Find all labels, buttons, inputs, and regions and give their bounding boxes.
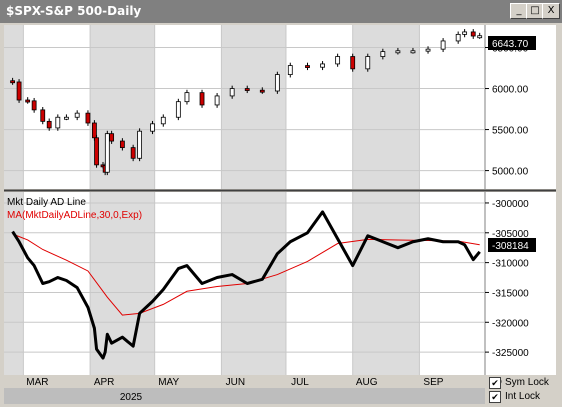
month-label: JUL [291, 377, 309, 388]
candle [40, 109, 46, 122]
candle [229, 88, 235, 97]
month-label: JUN [226, 377, 245, 388]
candle [305, 65, 310, 68]
candle [320, 63, 325, 68]
int-lock-label: Int Lock [505, 391, 541, 402]
candle [440, 40, 446, 50]
candle [74, 112, 80, 118]
candle [425, 48, 431, 52]
candle [175, 101, 181, 118]
month-label: MAY [158, 377, 179, 388]
ad-last-value: -308184 [492, 241, 529, 252]
candle [244, 88, 250, 91]
candle [462, 31, 468, 35]
candle [55, 116, 61, 129]
price-tick-label: 6000.00 [492, 85, 529, 96]
month-shade [4, 25, 24, 189]
month-shade [221, 192, 286, 375]
month-shade [352, 25, 420, 189]
close-button[interactable]: X [542, 3, 560, 19]
price-axis [485, 25, 556, 189]
month-label: MAR [26, 377, 48, 388]
price-last-value-marker: 6643.70 [488, 36, 536, 50]
candle [16, 81, 22, 101]
candle [10, 80, 16, 84]
candle [119, 140, 125, 149]
candle [184, 92, 190, 103]
ad-tick-label: -300000 [492, 199, 529, 210]
candle [395, 50, 401, 54]
candle [46, 120, 52, 129]
sym-lock-label: Sym Lock [505, 377, 549, 388]
window-title: $SPX-S&P 500-Daily [6, 4, 142, 18]
price-tick-label: 5500.00 [492, 126, 529, 137]
ma-line [12, 233, 480, 316]
month-label: SEP [423, 377, 443, 388]
ad-tick-label: -305000 [492, 229, 529, 240]
int-lock-checkbox[interactable]: ✔ [489, 391, 501, 403]
candle [137, 130, 143, 159]
ma-label: MA(MktDailyADLine,30,0,Exp) [7, 210, 142, 221]
sym-lock-checkbox[interactable]: ✔ [489, 377, 501, 389]
candle [410, 50, 416, 54]
ad-tick-label: -325000 [492, 348, 529, 359]
indicator-axis [485, 192, 556, 375]
candle [274, 74, 280, 92]
candle [287, 65, 293, 75]
candle [259, 89, 265, 93]
candle [85, 112, 91, 124]
candle [214, 95, 220, 106]
candle [199, 92, 205, 106]
candle [160, 116, 166, 125]
title-bar[interactable]: $SPX-S&P 500-Daily _ □ X [0, 0, 562, 23]
candle [380, 51, 386, 57]
date-axis [4, 375, 485, 388]
candle [470, 31, 476, 37]
price-tick-label: 5000.00 [492, 167, 529, 178]
candle [365, 56, 371, 70]
year-label: 2025 [120, 392, 143, 403]
indicator-label: Mkt Daily AD Line [7, 197, 86, 208]
candle [94, 137, 99, 166]
ad-line [11, 210, 481, 360]
price-last-value: 6643.70 [492, 39, 529, 50]
month-shade [4, 192, 24, 375]
candle [31, 100, 37, 111]
candle [455, 33, 461, 42]
month-label: APR [94, 377, 115, 388]
candle [130, 147, 136, 159]
candle [350, 56, 356, 70]
candle [150, 123, 155, 132]
month-shade [352, 192, 420, 375]
month-shade [90, 25, 155, 189]
ad-tick-label: -310000 [492, 259, 529, 270]
ad-tick-label: -320000 [492, 318, 529, 329]
candle [477, 35, 483, 39]
ad-tick-label: -315000 [492, 288, 529, 299]
candle [104, 133, 110, 173]
candle [64, 116, 69, 120]
candle [92, 122, 97, 139]
candle [335, 56, 341, 65]
month-shade [221, 25, 286, 189]
candle [25, 99, 31, 103]
year-bar [4, 388, 485, 404]
month-label: AUG [356, 377, 378, 388]
month-shade [90, 192, 155, 375]
candle [109, 133, 115, 142]
ad-last-value-marker: -308184 [488, 238, 536, 252]
